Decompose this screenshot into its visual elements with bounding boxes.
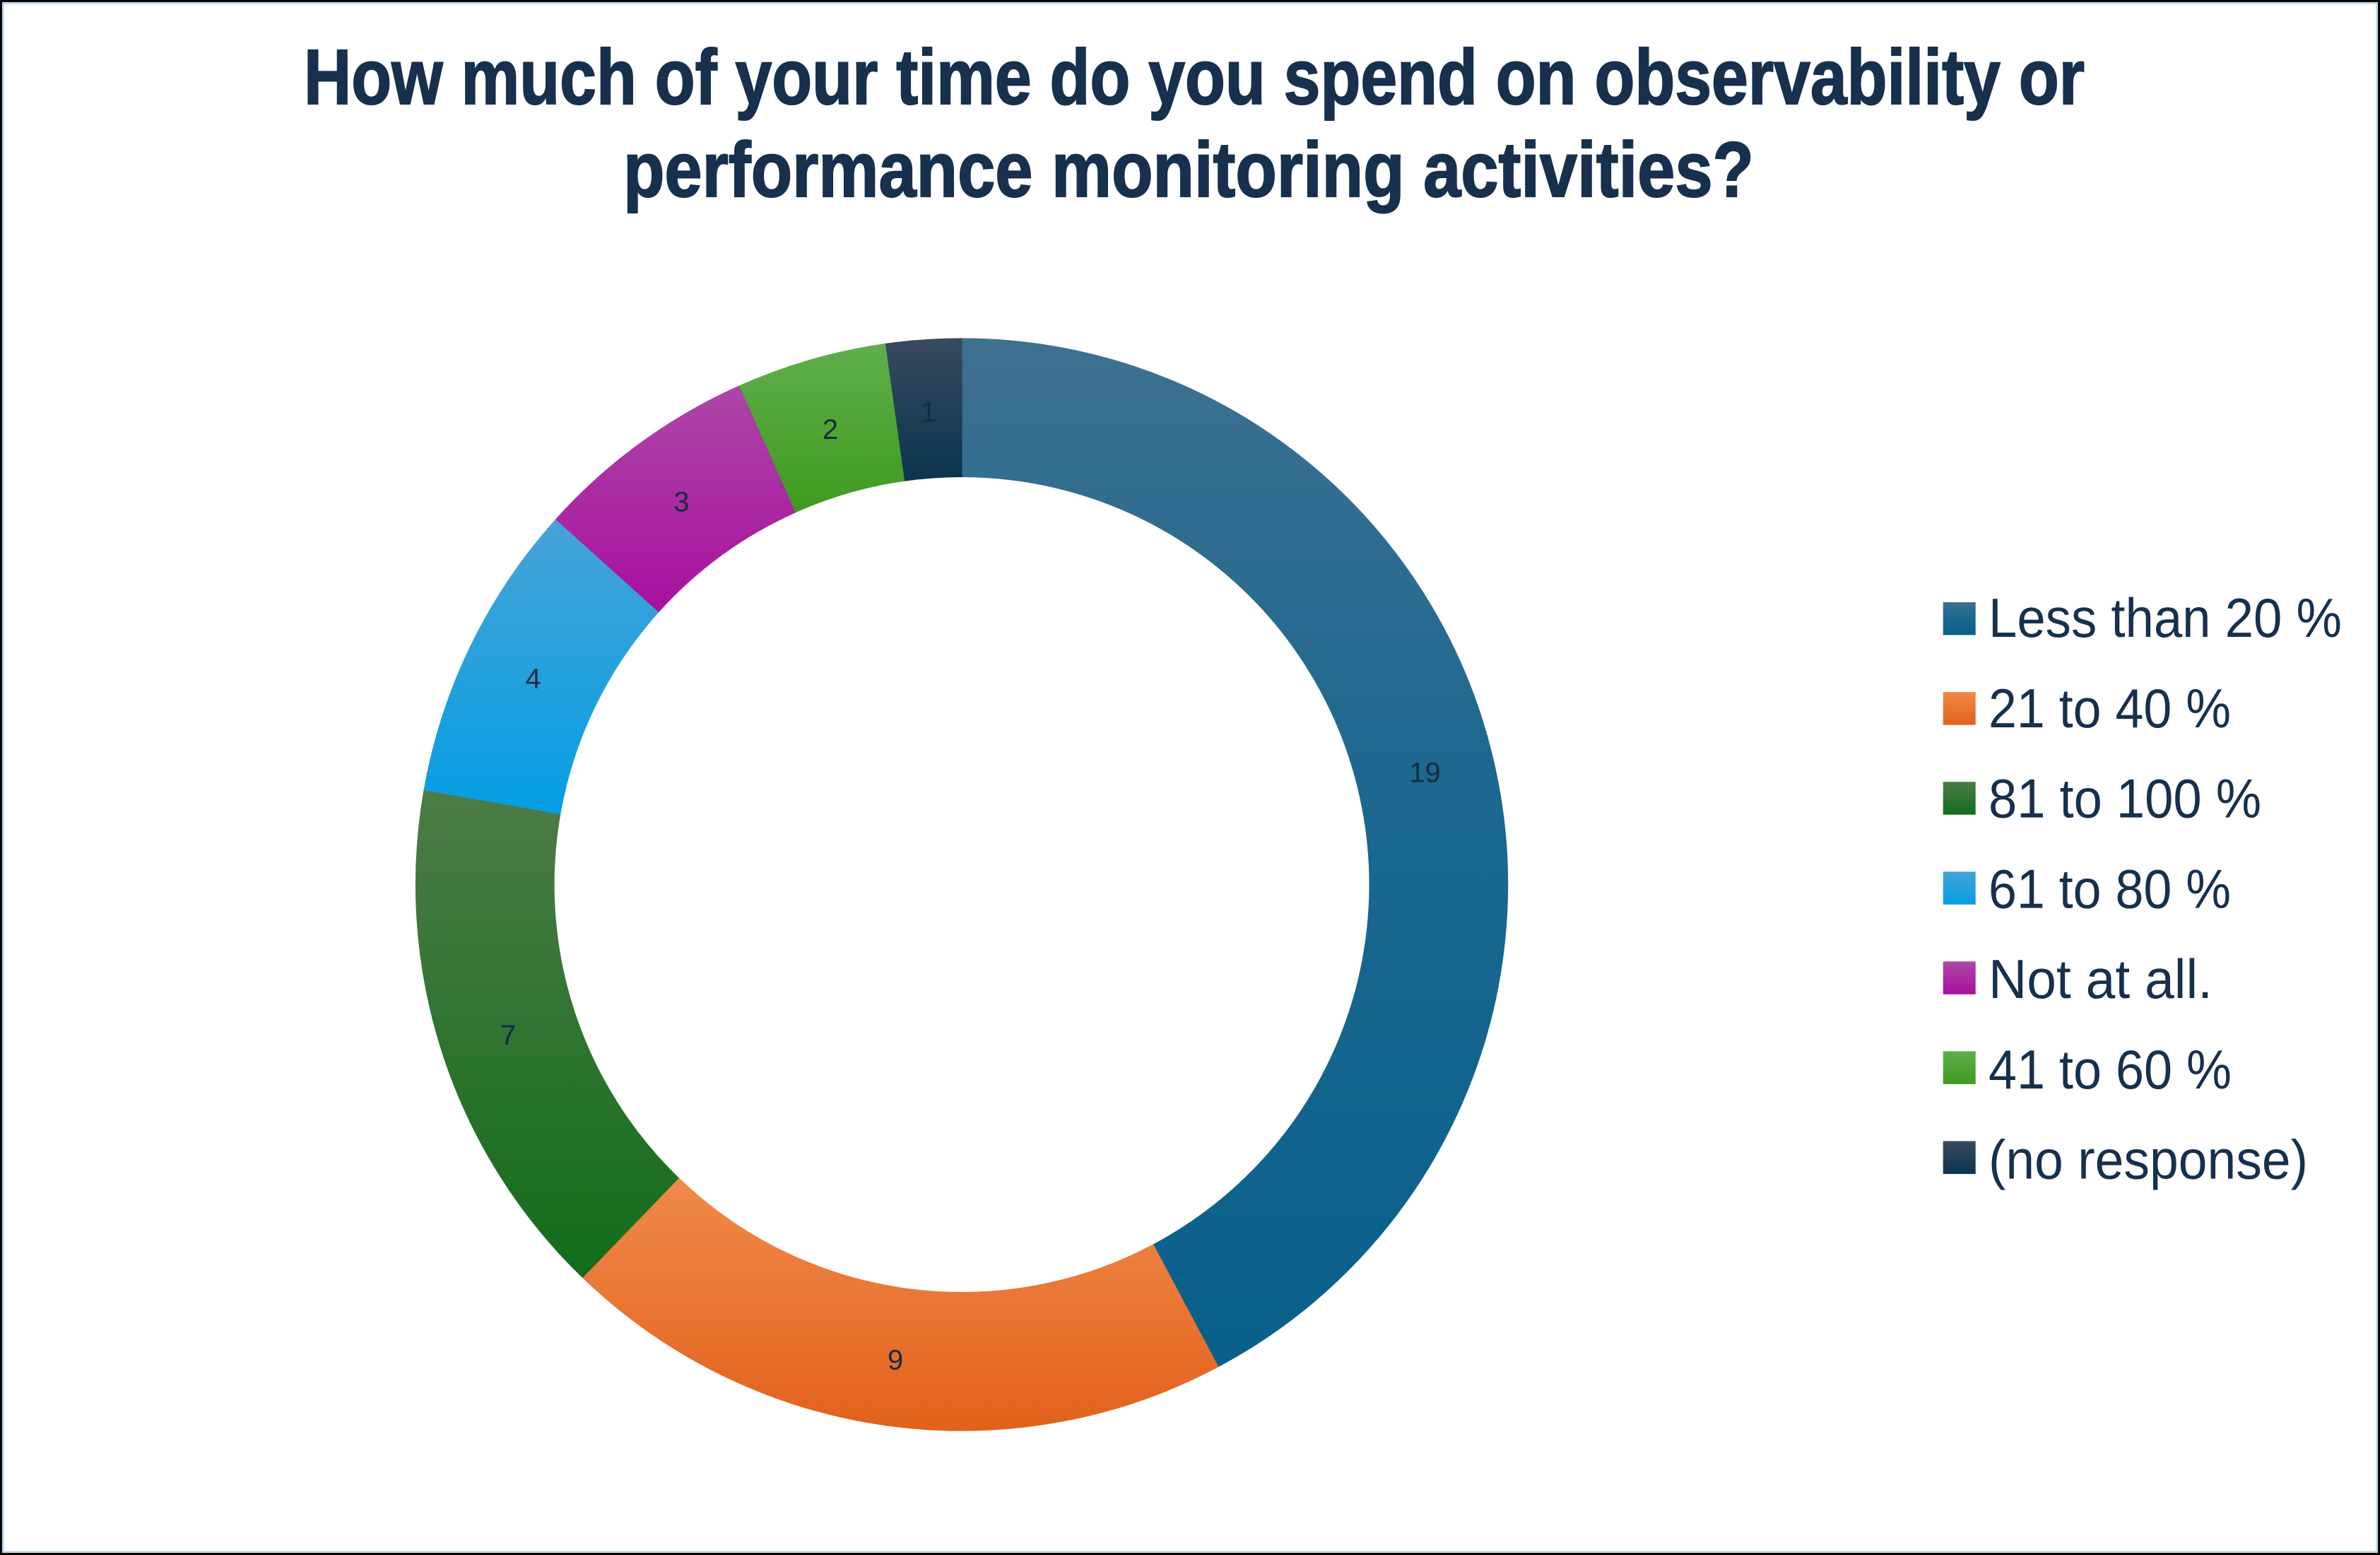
svg-text:81 to 100 %: 81 to 100 % (1989, 768, 2261, 830)
svg-text:1: 1 (921, 397, 936, 428)
svg-text:19: 19 (1409, 757, 1441, 788)
svg-text:How much of your time do you s: How much of your time do you spend on ob… (304, 34, 2085, 121)
svg-text:21 to 40 %: 21 to 40 % (1989, 677, 2231, 739)
svg-text:(no response): (no response) (1989, 1129, 2308, 1191)
svg-text:2: 2 (823, 414, 838, 445)
svg-text:Less than 20 %: Less than 20 % (1989, 587, 2342, 649)
svg-text:performance monitoring activit: performance monitoring activities? (623, 127, 1754, 213)
svg-text:9: 9 (888, 1345, 903, 1376)
svg-text:61 to 80 %: 61 to 80 % (1989, 857, 2231, 920)
svg-text:3: 3 (673, 487, 689, 518)
svg-text:4: 4 (525, 664, 541, 695)
svg-text:41 to 60 %: 41 to 60 % (1989, 1038, 2232, 1101)
svg-text:7: 7 (500, 1020, 516, 1051)
svg-text:Not at all.: Not at all. (1989, 948, 2213, 1010)
